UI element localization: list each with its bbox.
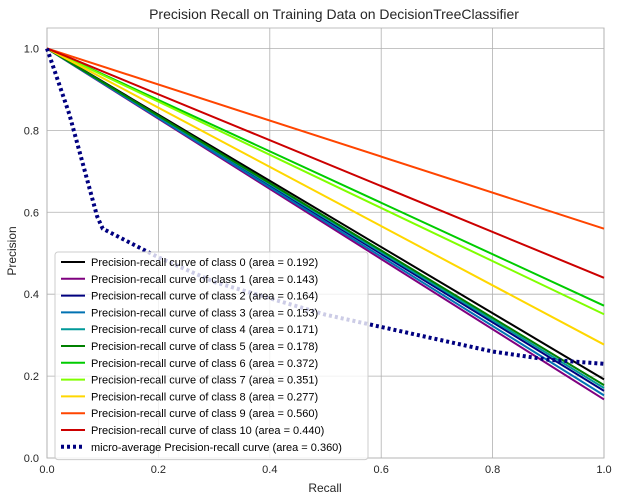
axis-ticks: 0.0 0.2 0.4 0.6 0.8 1.0 0.0 0.2 0.4 0.6 0.8 1.0 — [24, 43, 612, 476]
series-line-8 — [46, 47, 605, 346]
x-tick-label: 0.0 — [39, 464, 54, 476]
legend-label-7: Precision-recall curve of class 7 (area … — [91, 375, 318, 387]
series-line-7 — [46, 47, 605, 316]
legend-label-8: Precision-recall curve of class 8 (area … — [91, 391, 318, 403]
x-axis-label: Recall — [308, 481, 341, 495]
y-tick-label: 0.6 — [24, 207, 39, 219]
y-tick-label: 1.0 — [24, 43, 39, 55]
series-line-5 — [46, 47, 605, 386]
legend-label-3: Precision-recall curve of class 3 (area … — [91, 307, 318, 319]
x-tick-label: 0.2 — [151, 464, 166, 476]
y-tick-label: 0.8 — [24, 125, 39, 137]
series-lines — [45, 47, 605, 401]
series-line-10 — [46, 47, 605, 279]
y-axis-label: Precision — [5, 226, 19, 275]
legend: Precision-recall curve of class 0 (area … — [54, 251, 369, 461]
legend-label-0: Precision-recall curve of class 0 (area … — [91, 257, 318, 269]
series-line-9 — [46, 47, 605, 230]
x-tick-label: 0.8 — [485, 464, 500, 476]
legend-label-4: Precision-recall curve of class 4 (area … — [91, 324, 318, 336]
legend-label-11: micro-average Precision-recall curve (ar… — [91, 442, 342, 454]
legend-label-10: Precision-recall curve of class 10 (area… — [91, 425, 324, 437]
chart-title: Precision Recall on Training Data on Dec… — [149, 6, 519, 22]
legend-label-2: Precision-recall curve of class 2 (area … — [91, 291, 318, 303]
series-line-3 — [46, 47, 605, 397]
x-tick-label: 1.0 — [596, 464, 611, 476]
legend-label-6: Precision-recall curve of class 6 (area … — [91, 358, 318, 370]
legend-label-9: Precision-recall curve of class 9 (area … — [91, 408, 318, 420]
series-line-6 — [46, 47, 605, 307]
legend-label-1: Precision-recall curve of class 1 (area … — [91, 274, 318, 286]
x-tick-label: 0.4 — [262, 464, 277, 476]
y-tick-label: 0.2 — [24, 371, 39, 383]
legend-box — [54, 251, 369, 461]
x-tick-label: 0.6 — [374, 464, 389, 476]
legend-label-5: Precision-recall curve of class 5 (area … — [91, 341, 318, 353]
y-tick-label: 0.4 — [24, 289, 39, 301]
y-tick-label: 0.0 — [24, 453, 39, 465]
